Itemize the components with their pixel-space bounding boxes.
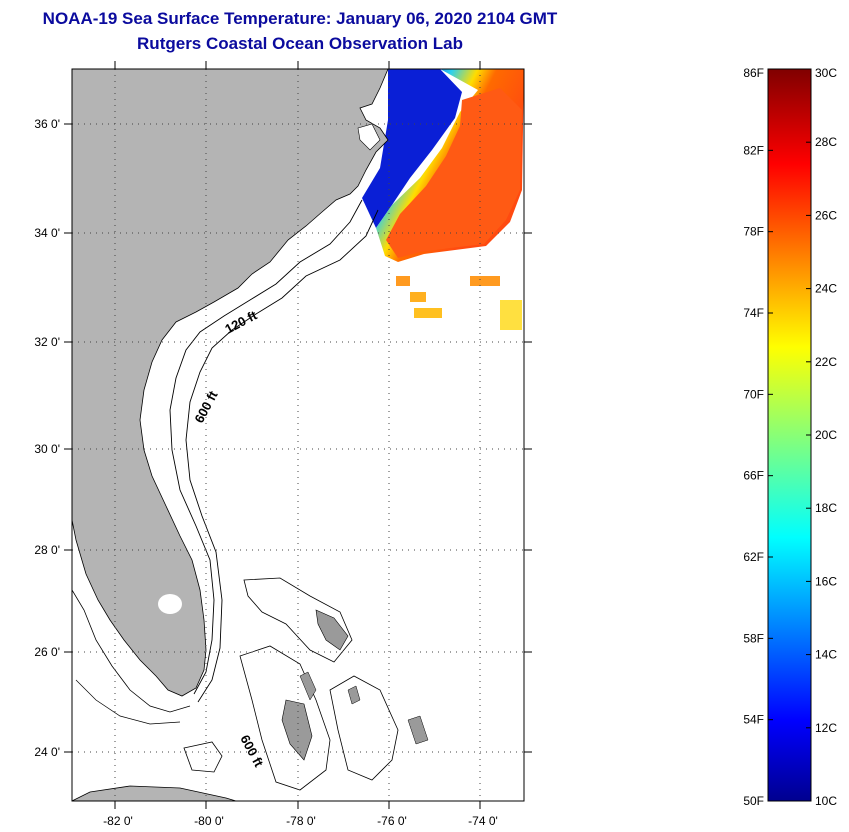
lon-label: -80 0' [194, 814, 224, 828]
lat-label: 32 0' [34, 335, 60, 349]
colorbar-f-label: 54F [743, 713, 764, 727]
map-graticule [72, 69, 524, 801]
colorbar-c-label: 12C [815, 721, 837, 735]
cay-sal-bank [183, 741, 223, 773]
lon-label: -82 0' [103, 814, 133, 828]
sst-patch [396, 276, 410, 286]
us-landmass [72, 69, 389, 697]
pamlico-sound [357, 123, 381, 151]
colorbar-c-label: 26C [815, 208, 837, 222]
lat-label: 26 0' [34, 645, 60, 659]
lon-label: -74 0' [468, 814, 498, 828]
sst-warm-core [386, 88, 522, 258]
lat-label: 24 0' [34, 745, 60, 759]
bahamas-abaco [315, 609, 349, 651]
colorbar-c-label: 28C [815, 135, 837, 149]
sst-cold-nearshore [362, 69, 462, 228]
lake-okeechobee [158, 594, 182, 614]
colorbar-f-label: 62F [743, 550, 764, 564]
map-ticks [64, 61, 532, 809]
colorbar-f-label: 50F [743, 794, 764, 808]
colorbar-c-label: 18C [815, 501, 837, 515]
bahamas-bank-north [243, 577, 353, 663]
colorbar-f-label: 78F [743, 225, 764, 239]
colorbar-f-label: 74F [743, 306, 764, 320]
sst-patch [414, 308, 442, 318]
colorbar-c-label: 10C [815, 794, 837, 808]
contour-120ft [169, 199, 363, 695]
colorbar [767, 68, 812, 802]
colorbar-f-labels: 86F 82F 78F 74F 70F 66F 62F 58F 54F 50F [743, 66, 764, 808]
contour-florida-west-2 [75, 679, 181, 725]
bahamas-andros [281, 699, 313, 761]
colorbar-c-label: 22C [815, 355, 837, 369]
colorbar-f-label: 70F [743, 387, 764, 401]
colorbar-f-label: 66F [743, 469, 764, 483]
colorbar-c-label: 16C [815, 574, 837, 588]
lat-label: 36 0' [34, 117, 60, 131]
sst-patch [470, 276, 500, 286]
colorbar-c-label: 14C [815, 648, 837, 662]
cuba-coast [72, 785, 237, 801]
bahamas-bank-east [329, 675, 399, 781]
colorbar-f-label: 58F [743, 631, 764, 645]
bahamas-bank-great [239, 645, 331, 791]
map-title: NOAA-19 Sea Surface Temperature: January… [42, 9, 558, 28]
colorbar-f-label: 82F [743, 143, 764, 157]
lat-label: 34 0' [34, 226, 60, 240]
lat-label: 30 0' [34, 442, 60, 456]
lat-label: 28 0' [34, 543, 60, 557]
bahamas-islands [299, 671, 429, 745]
contour-florida-west [72, 589, 191, 713]
sst-patch [410, 292, 426, 302]
colorbar-c-label: 30C [815, 66, 837, 80]
contour-600ft [185, 209, 379, 703]
colorbar-c-labels: 30C 28C 26C 24C 22C 20C 18C 16C 14C 12C 10C [815, 66, 837, 808]
colorbar-c-label: 24C [815, 282, 837, 296]
colorbar-c-label: 20C [815, 428, 837, 442]
sst-patch [500, 300, 522, 330]
lon-label: -76 0' [377, 814, 407, 828]
lon-label: -78 0' [286, 814, 316, 828]
colorbar-ticks [768, 68, 811, 802]
map-subtitle: Rutgers Coastal Ocean Observation Lab [137, 34, 463, 53]
colorbar-f-label: 86F [743, 66, 764, 80]
